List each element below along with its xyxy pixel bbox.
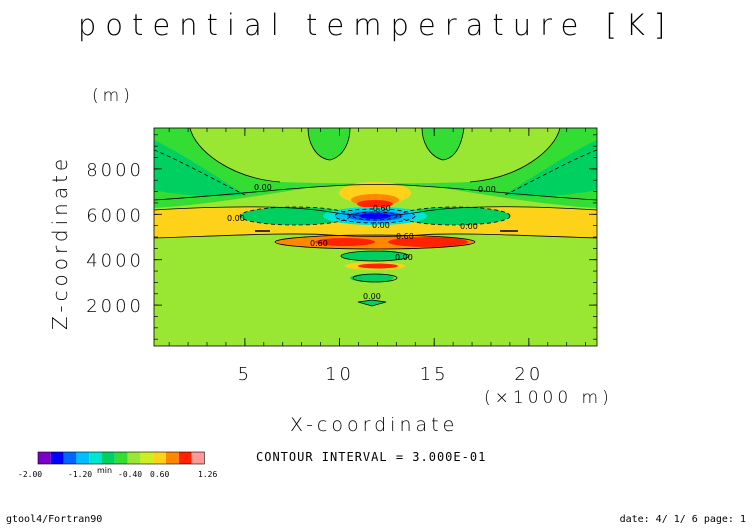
colorbar-swatch: [127, 452, 141, 464]
x-axis-label: X-coordinate: [290, 414, 459, 436]
colorbar-swatch: [102, 452, 115, 464]
colorbar-swatch: [140, 452, 154, 464]
contour-label: 0.00: [372, 221, 390, 230]
colorbar-swatch: [178, 452, 192, 464]
colorbar-swatch: [153, 452, 166, 464]
y-axis-unit: (m): [92, 86, 134, 106]
contour-label: 0.60: [396, 232, 414, 241]
colorbar-overlay-label: min: [97, 466, 112, 475]
contour-label: 0.60: [310, 239, 328, 248]
colorbar-tick-label: -0.40: [118, 470, 143, 479]
contour-label: 0.00: [363, 292, 381, 301]
colorbar-swatch: [89, 452, 102, 464]
footer-left: gtool4/Fortran90: [6, 514, 103, 525]
contour-labels: 0.00 0.00 0.00 0.00 -0.60 0.60 0.60 0.00 0.00 0.0…: [227, 183, 496, 301]
x-axis-ticks: 5 10 15 20: [168, 128, 586, 385]
y-tick-label: 6000: [86, 205, 144, 226]
x-axis-unit: (×1000 m): [484, 388, 613, 408]
footer-right: date: 4/ 1/ 6 page: 1: [619, 514, 746, 525]
chart-title: potential temperature [K]: [77, 8, 675, 42]
contour-label: 0.00: [254, 183, 272, 192]
y-axis-ticks: 2000 4000 6000 8000: [86, 134, 597, 340]
x-tick-label: 20: [514, 364, 543, 385]
colorbar-swatch: [191, 452, 205, 464]
colorbar-tick-label: 0.60: [150, 470, 170, 479]
colorbar-swatch: [38, 452, 51, 464]
x-tick-label: 15: [420, 364, 449, 385]
contour-label: 0.00: [478, 185, 496, 194]
contour-label: 0.00: [227, 214, 245, 223]
colorbar-tick-label: 1.26: [198, 470, 218, 479]
colorbar-tick-label: -1.20: [68, 470, 93, 479]
colorbar-swatch: [166, 452, 179, 464]
contour-lines: [154, 128, 597, 307]
colorbar-swatch: [114, 452, 128, 464]
colorbar-tick-label: -2.00: [18, 470, 43, 479]
y-tick-label: 8000: [86, 160, 144, 181]
colorbar: min: [37, 451, 205, 475]
colorbar-swatch: [63, 452, 77, 464]
contour-label: 0.00: [460, 222, 478, 231]
contour-fill: [154, 128, 597, 346]
colorbar-swatch: [50, 452, 64, 464]
y-tick-label: 2000: [86, 296, 144, 317]
x-tick-label: 10: [325, 364, 354, 385]
colorbar-swatch: [76, 452, 90, 464]
contour-interval: CONTOUR INTERVAL = 3.000E-01: [256, 450, 487, 464]
y-tick-label: 4000: [86, 251, 144, 272]
negative-contours: [154, 149, 597, 226]
contour-label: -0.60: [370, 204, 391, 213]
x-tick-label: 5: [238, 364, 252, 385]
contour-label: 0.00: [395, 253, 413, 262]
